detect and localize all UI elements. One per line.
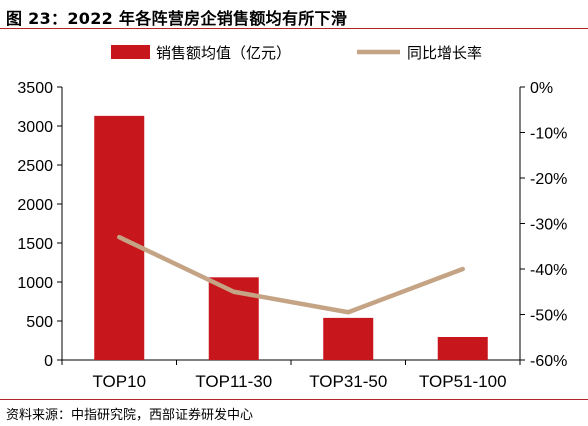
left-tick-label: 1000 [17,275,53,292]
left-tick-label: 1500 [17,236,53,253]
bar [323,317,374,360]
legend-bar-label: 销售额均值（亿元） [156,44,291,62]
left-tick-label: 2000 [17,197,53,214]
left-tick-label: 0 [44,353,53,370]
left-tick-label: 500 [26,314,53,331]
right-tick-label: -60% [530,353,567,370]
bar [437,336,488,360]
title-rule [0,28,588,29]
category-label: TOP11-30 [195,372,272,391]
left-tick-label: 3000 [17,119,53,136]
source-rule [0,399,588,400]
left-tick-label: 3500 [17,80,53,97]
right-tick-label: -40% [530,262,567,279]
category-label: TOP10 [92,372,146,391]
right-tick-label: -50% [530,308,567,325]
right-tick-label: -30% [530,217,567,234]
legend-line-label: 同比增长率 [407,44,482,62]
source-note: 资料来源：中指研究院，西部证券研发中心 [6,408,254,423]
category-label: TOP31-50 [309,372,387,391]
category-label: TOP51-100 [419,372,507,391]
right-tick-label: -10% [530,126,567,143]
right-tick-label: 0% [530,80,553,97]
legend-bar-swatch [111,45,150,59]
left-tick-label: 2500 [17,158,53,175]
figure-title: 图 23：2022 年各阵营房企销售额均有所下滑 [6,9,348,28]
right-tick-label: -20% [530,171,567,188]
growth-rate-line [117,234,465,315]
